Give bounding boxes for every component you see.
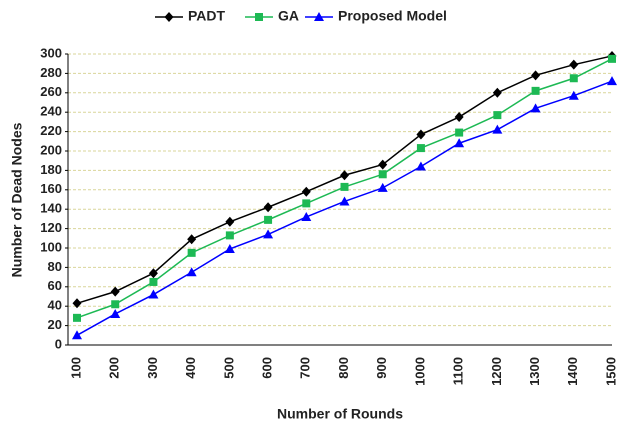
- y-tick-label: 240: [40, 104, 62, 119]
- data-point: [302, 199, 311, 208]
- x-tick-label: 200: [107, 357, 122, 379]
- data-point: [416, 129, 426, 140]
- data-point: [187, 248, 196, 257]
- data-point: [377, 182, 388, 192]
- data-point: [73, 313, 81, 322]
- x-tick-label: 900: [374, 357, 389, 379]
- data-point: [531, 86, 540, 95]
- data-point: [264, 215, 273, 224]
- y-tick-label: 180: [40, 162, 62, 177]
- x-tick-label: 400: [183, 357, 198, 379]
- data-point: [263, 202, 273, 213]
- x-tick-label: 1100: [451, 357, 466, 385]
- x-tick-label: 1400: [565, 357, 580, 386]
- data-point: [607, 76, 617, 86]
- legend-marker: [164, 12, 174, 22]
- data-point: [186, 267, 197, 277]
- legend-label: GA: [278, 8, 299, 24]
- data-point: [110, 308, 121, 318]
- y-tick-label: 40: [48, 298, 62, 313]
- data-point: [149, 277, 158, 286]
- x-tick-label: 100: [68, 357, 83, 379]
- data-point: [72, 330, 82, 340]
- y-tick-label: 100: [40, 239, 62, 254]
- data-point: [187, 234, 197, 245]
- data-point: [225, 231, 234, 240]
- y-tick-label: 220: [40, 123, 62, 138]
- legend-label: Proposed Model: [338, 8, 447, 24]
- legend-marker: [255, 13, 263, 21]
- data-point: [110, 286, 120, 297]
- legend-label: PADT: [188, 8, 226, 24]
- y-tick-label: 300: [40, 45, 62, 60]
- x-axis-label: Number of Rounds: [277, 406, 403, 422]
- data-point: [111, 300, 120, 309]
- legend-marker: [314, 12, 324, 21]
- data-point: [493, 111, 502, 120]
- x-tick-label: 1300: [527, 357, 542, 386]
- data-point: [569, 74, 578, 83]
- x-tick-label: 500: [221, 357, 236, 379]
- data-point: [415, 161, 426, 171]
- data-point: [530, 103, 541, 113]
- data-point: [225, 216, 235, 227]
- data-point: [531, 70, 541, 81]
- data-point: [148, 289, 159, 299]
- data-point: [568, 90, 579, 100]
- data-point: [339, 196, 350, 206]
- data-point: [340, 170, 349, 181]
- data-point: [416, 144, 425, 153]
- y-tick-label: 280: [40, 65, 62, 80]
- data-point: [455, 128, 464, 137]
- x-tick-label: 700: [298, 357, 313, 379]
- y-tick-label: 0: [55, 336, 62, 351]
- y-tick-label: 160: [40, 181, 62, 196]
- y-tick-label: 20: [48, 317, 62, 332]
- y-tick-label: 200: [40, 142, 62, 157]
- y-tick-label: 260: [40, 84, 62, 99]
- data-point: [454, 138, 465, 148]
- y-tick-label: 120: [40, 220, 62, 235]
- data-point: [301, 186, 311, 197]
- x-tick-label: 600: [260, 357, 275, 379]
- x-tick-label: 1000: [412, 357, 427, 386]
- data-point: [492, 124, 503, 134]
- x-tick-label: 1200: [489, 357, 504, 386]
- y-axis-label: Number of Dead Nodes: [9, 122, 25, 277]
- data-point: [569, 59, 579, 70]
- data-point: [224, 243, 235, 253]
- y-tick-label: 60: [48, 278, 62, 293]
- data-point: [301, 211, 312, 221]
- data-point: [340, 182, 349, 191]
- data-point: [454, 112, 464, 123]
- data-point: [72, 298, 82, 309]
- y-tick-label: 140: [40, 201, 62, 216]
- data-point: [608, 54, 616, 63]
- data-point: [148, 268, 158, 279]
- data-point: [378, 170, 387, 179]
- x-tick-label: 800: [336, 357, 351, 379]
- data-point: [263, 229, 274, 239]
- x-tick-label: 1500: [603, 357, 618, 386]
- x-tick-label: 300: [145, 357, 160, 379]
- data-point: [378, 159, 388, 170]
- y-tick-label: 80: [48, 259, 62, 274]
- data-point: [492, 87, 502, 98]
